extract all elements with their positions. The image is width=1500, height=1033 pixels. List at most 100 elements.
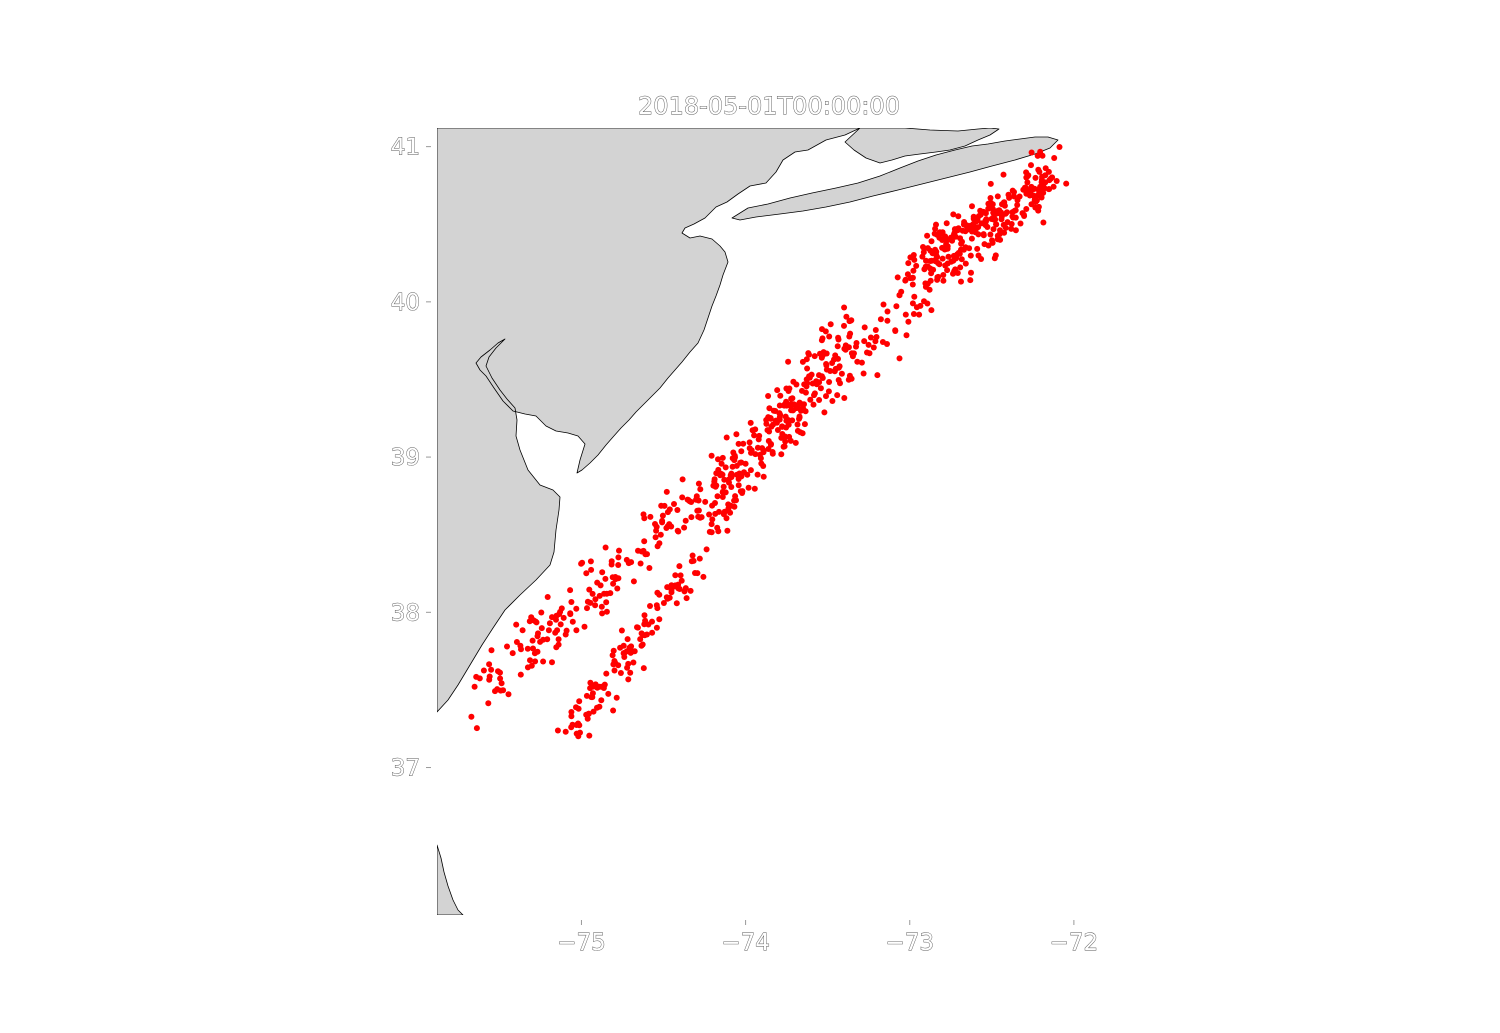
drifter-point (628, 643, 635, 650)
drifter-point (585, 710, 592, 717)
drifter-point (694, 507, 701, 514)
drifter-point (702, 498, 709, 505)
drifter-point (966, 245, 973, 252)
drifter-point (884, 317, 891, 324)
drifter-point (721, 476, 728, 483)
drifter-point (874, 372, 881, 379)
chart-title: 2018-05-01T00:00:00 (638, 92, 900, 120)
drifter-point (801, 421, 808, 428)
drifter-point (910, 311, 917, 317)
drifter-point (538, 609, 545, 616)
drifter-point (714, 493, 721, 500)
drifter-point (1002, 224, 1009, 231)
drifter-point (945, 253, 952, 260)
drifter-point (568, 709, 575, 715)
drifter-point (715, 528, 722, 535)
drifter-point (641, 538, 648, 545)
drifter-point (532, 658, 539, 665)
drifter-point (827, 321, 834, 328)
drifter-point (802, 389, 809, 396)
drifter-point (659, 519, 666, 526)
drifter-point (634, 624, 640, 631)
drifter-point (905, 318, 912, 325)
drifter-point (598, 697, 605, 704)
drifter-point (576, 698, 583, 705)
drifter-point (567, 610, 574, 617)
drifter-point (715, 456, 721, 463)
drifter-point (811, 390, 818, 397)
drifter-point (630, 659, 637, 666)
drifter-point (1039, 152, 1046, 159)
drifter-point (793, 381, 800, 388)
drifter-points (468, 144, 1070, 740)
drifter-point (640, 547, 647, 554)
drifter-point (735, 476, 742, 482)
drifter-point (672, 582, 679, 589)
drifter-point (498, 680, 505, 687)
drifter-point (617, 670, 624, 676)
drifter-point (920, 249, 927, 256)
drifter-point (821, 409, 828, 416)
drifter-point (880, 301, 887, 308)
drifter-point (625, 676, 632, 683)
drifter-point (772, 417, 779, 424)
drifter-point (754, 471, 761, 478)
drifter-point (468, 713, 475, 720)
drifter-point (748, 449, 754, 456)
drifter-point (716, 508, 722, 515)
drifter-point (679, 494, 686, 501)
drifter-point (983, 216, 990, 223)
drifter-point (486, 661, 493, 668)
drifter-point (950, 211, 957, 218)
drifter-point (940, 272, 947, 278)
drifter-point (957, 235, 964, 242)
drifter-point (731, 497, 738, 504)
drifter-point (958, 246, 964, 253)
drifter-point (1040, 219, 1047, 226)
drifter-point (1063, 180, 1070, 187)
drifter-point (610, 647, 617, 654)
drifter-point (674, 527, 681, 534)
drifter-point (935, 273, 942, 280)
drifter-point (794, 421, 801, 428)
drifter-point (654, 589, 661, 596)
drifter-point (573, 605, 580, 612)
drifter-point (957, 264, 964, 271)
drifter-point (939, 255, 946, 262)
drifter-point (504, 643, 510, 650)
drifter-point (1042, 165, 1049, 172)
drifter-point (540, 658, 547, 665)
drifter-point (587, 679, 594, 686)
drifter-point (534, 633, 541, 640)
map-area (437, 128, 1110, 915)
drifter-point (641, 515, 648, 522)
drifter-point (562, 728, 569, 735)
drifter-point (654, 605, 661, 612)
drifter-point (615, 554, 622, 561)
drifter-point (526, 618, 533, 625)
drifter-point (647, 513, 654, 520)
drifter-point (794, 404, 801, 410)
drifter-point (749, 427, 756, 434)
drifter-point (658, 502, 665, 509)
drifter-point (584, 605, 590, 612)
drifter-point (970, 226, 977, 232)
drifter-point (488, 647, 495, 654)
drifter-point (708, 521, 715, 528)
y-axis-ticks: 37 38 39 40 41 (390, 134, 431, 782)
drifter-point (797, 429, 804, 436)
drifter-point (723, 515, 730, 522)
drifter-point (677, 572, 684, 579)
drifter-point (768, 423, 775, 430)
drifter-point (587, 558, 594, 565)
drifter-point (652, 534, 659, 541)
drifter-point (575, 733, 582, 740)
drifter-point (620, 642, 627, 649)
drifter-point (660, 600, 667, 606)
drifter-point (618, 627, 625, 634)
drifter-point (568, 599, 575, 605)
drifter-point (981, 241, 988, 248)
drifter-point (1008, 225, 1015, 232)
drifter-point (485, 700, 492, 707)
drifter-point (975, 231, 982, 238)
